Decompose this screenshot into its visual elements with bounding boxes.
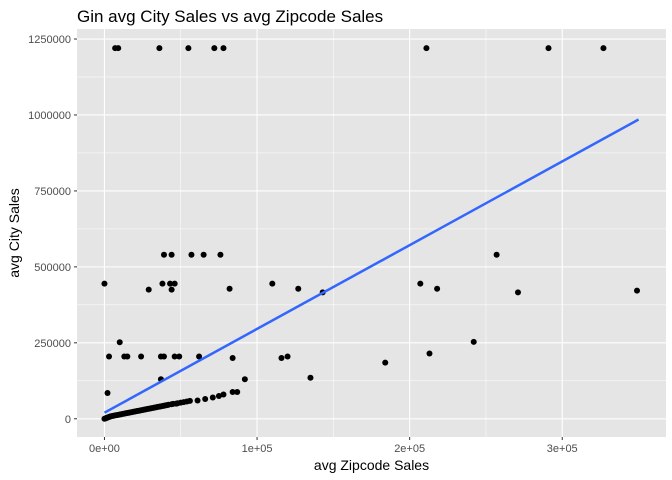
chart-title: Gin avg City Sales vs avg Zipcode Sales [77,7,383,26]
x-axis-title: avg Zipcode Sales [314,457,429,473]
data-point [220,391,227,398]
data-point [284,353,291,360]
data-point [168,251,175,258]
data-point [171,353,178,360]
data-point [101,280,108,287]
plot-panel [77,29,666,437]
data-point [160,353,167,360]
data-point [241,376,248,383]
data-point [220,45,227,52]
data-point [156,45,163,52]
data-point [215,392,222,399]
x-tick-label: 0e+00 [89,443,120,455]
data-point [470,338,477,345]
data-point [167,280,174,287]
data-point [545,45,552,52]
data-point [186,397,193,404]
data-point [423,45,430,52]
data-point [234,389,241,396]
data-point [188,251,195,258]
data-point [417,280,424,287]
data-point [202,396,209,403]
y-tick-label: 1000000 [28,110,71,122]
fit-line [103,118,640,414]
data-point [176,353,183,360]
x-tick-label: 2e+05 [394,443,425,455]
data-point [211,45,218,52]
data-point [124,353,131,360]
data-point [185,45,192,52]
data-point [295,285,302,292]
data-point [600,45,607,52]
data-point [116,339,123,346]
data-point [115,45,122,52]
data-point [307,374,314,381]
y-tick-label: 500000 [34,262,71,274]
data-point [269,280,276,287]
y-tick-label: 250000 [34,338,71,350]
data-point [200,251,207,258]
data-point [382,359,389,366]
data-point [426,350,433,357]
x-tick-label: 1e+05 [242,443,273,455]
data-point [493,251,500,258]
y-tick-label: 0 [65,414,71,426]
data-point [138,353,145,360]
data-point [514,289,521,296]
y-axis-title: avg City Sales [6,188,22,277]
data-point [106,353,113,360]
data-points [101,45,641,422]
y-tick-label: 750000 [34,186,71,198]
data-point [209,394,216,401]
data-point [217,251,224,258]
data-point [171,280,178,287]
data-point [104,389,111,396]
major-gridlines [77,29,666,437]
y-tick-label: 1250000 [28,34,71,46]
x-axis-ticks: 0e+00 1e+05 2e+05 3e+05 [89,437,578,455]
x-tick-label: 3e+05 [547,443,578,455]
data-point [145,286,152,293]
fit-line-group [103,118,640,414]
data-point [196,353,203,360]
y-axis-ticks: 0 250000 500000 750000 1000000 1250000 [28,34,77,426]
data-point [226,285,233,292]
data-point [229,389,236,396]
data-point [168,286,175,293]
data-point [194,397,201,404]
data-point [434,285,441,292]
data-point [229,355,236,362]
data-point [160,251,167,258]
minor-gridlines [77,29,666,437]
data-point [159,280,166,287]
data-point [634,287,641,294]
data-point [278,355,285,362]
